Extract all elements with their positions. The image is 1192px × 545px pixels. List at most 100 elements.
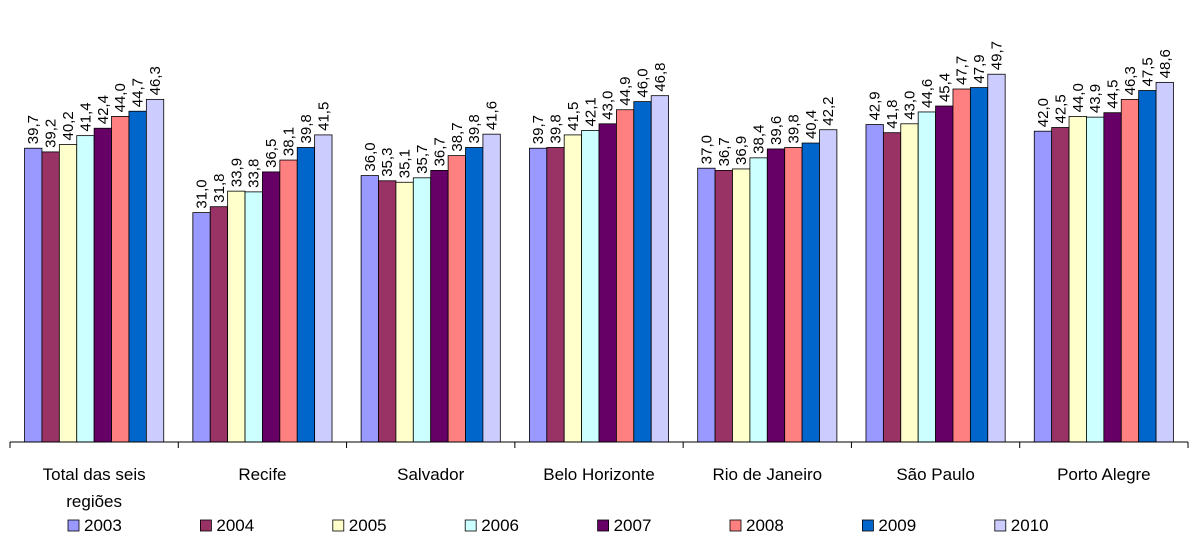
legend-item: 2010	[994, 516, 1049, 535]
category-label: Total das seis	[43, 465, 146, 484]
category-label: São Paulo	[896, 465, 974, 484]
bar	[917, 111, 936, 443]
data-label: 47,9	[971, 54, 988, 83]
data-label: 43,0	[600, 91, 617, 120]
data-label: 41,4	[77, 102, 94, 131]
data-label: 38,1	[281, 127, 298, 156]
bar	[633, 101, 652, 443]
data-label: 44,6	[919, 79, 936, 108]
legend-swatch	[729, 519, 742, 532]
legend-label: 2010	[1011, 516, 1049, 535]
bar	[314, 134, 333, 443]
bar	[749, 157, 768, 443]
legend-label: 2007	[614, 516, 652, 535]
series-2009: 44,7 39,8 39,8 46,0 40,4 47,9 47,5	[128, 54, 1157, 443]
legend-swatch	[597, 519, 609, 532]
bar	[412, 177, 432, 443]
legend-label: 2006	[481, 516, 519, 535]
legend-label: 2004	[216, 516, 254, 535]
data-label: 33,8	[246, 159, 263, 188]
legend-swatch	[862, 519, 874, 532]
bar	[395, 181, 414, 443]
data-label: 39,8	[548, 114, 565, 143]
legend-swatch	[464, 519, 477, 532]
legend-label: 2003	[84, 516, 122, 535]
data-label: 31,8	[211, 173, 228, 202]
data-label: 39,2	[43, 119, 60, 148]
data-label: 38,7	[449, 122, 466, 151]
legend-item: 2006	[464, 516, 519, 535]
data-label: 40,4	[803, 110, 820, 139]
legend-item: 2004	[199, 516, 254, 535]
bar	[1138, 90, 1157, 443]
data-label: 39,7	[25, 115, 42, 144]
bar	[563, 134, 583, 443]
bar	[987, 73, 1006, 443]
bar	[801, 142, 820, 443]
bar	[581, 130, 600, 443]
legend: 2003 2004 2005 2006 2007 2008 2009 2010	[67, 516, 1049, 535]
legend-item: 2003	[67, 516, 122, 535]
bar	[447, 155, 466, 443]
legend-label: 2005	[349, 516, 387, 535]
bar	[128, 110, 147, 443]
data-label: 44,0	[112, 83, 129, 112]
data-label: 36,9	[733, 136, 750, 165]
data-label: 36,5	[263, 139, 280, 168]
data-label: 47,5	[1139, 57, 1156, 86]
bar	[24, 147, 43, 443]
bar	[111, 116, 130, 443]
data-label: 46,0	[635, 68, 652, 97]
data-label: 41,8	[884, 99, 901, 128]
data-label: 44,7	[130, 78, 147, 107]
data-label: 39,8	[785, 114, 802, 143]
legend-swatch	[67, 519, 80, 532]
bar	[209, 206, 229, 443]
data-label: 43,0	[901, 91, 918, 120]
bar	[1155, 81, 1174, 443]
category-label: regiões	[66, 492, 122, 511]
data-label: 41,5	[565, 102, 582, 131]
legend-item: 2008	[729, 516, 784, 535]
bar	[598, 123, 617, 443]
legend-item: 2009	[862, 516, 916, 535]
category-label: Rio de Janeiro	[712, 465, 822, 484]
series-2010: 46,3 41,5 41,6 46,8 42,2 49,7 48,6	[145, 41, 1174, 443]
data-label: 37,0	[698, 135, 715, 164]
bar	[529, 147, 548, 443]
data-label: 46,8	[652, 62, 669, 91]
bar	[732, 168, 751, 443]
data-label: 42,9	[867, 91, 884, 120]
bar	[616, 109, 635, 443]
bar	[378, 180, 397, 443]
data-label: 45,4	[936, 73, 953, 102]
bar	[969, 87, 989, 443]
data-label: 40,2	[60, 111, 77, 140]
plot-area: 39,7 31,0 36,0 39,7 37,0 42,9 42,0 39,2 31,8 35,3…	[9, 41, 1189, 448]
bar	[697, 167, 716, 443]
bar	[1120, 98, 1140, 443]
bar	[296, 147, 316, 443]
data-label: 44,5	[1105, 79, 1122, 108]
data-label: 39,6	[768, 116, 785, 145]
bar	[546, 147, 565, 443]
data-label: 35,3	[379, 148, 396, 177]
legend-swatch	[199, 519, 212, 532]
bar	[1051, 127, 1070, 443]
bar	[262, 171, 281, 443]
data-label: 39,7	[530, 115, 547, 144]
data-label: 44,0	[1070, 83, 1087, 112]
series-2004: 39,2 31,8 35,3 39,8 36,7 41,8 42,5	[41, 94, 1070, 443]
bar	[900, 123, 919, 443]
data-label: 38,4	[751, 125, 768, 154]
data-label: 44,9	[617, 77, 634, 106]
data-label: 39,8	[466, 114, 483, 143]
bar	[952, 88, 971, 443]
bar	[58, 144, 78, 443]
legend-swatch	[994, 519, 1007, 532]
category-label: Belo Horizonte	[543, 465, 655, 484]
data-label: 42,5	[1052, 94, 1069, 123]
bar	[1033, 130, 1053, 443]
bar	[227, 190, 246, 443]
bar	[1086, 116, 1105, 443]
